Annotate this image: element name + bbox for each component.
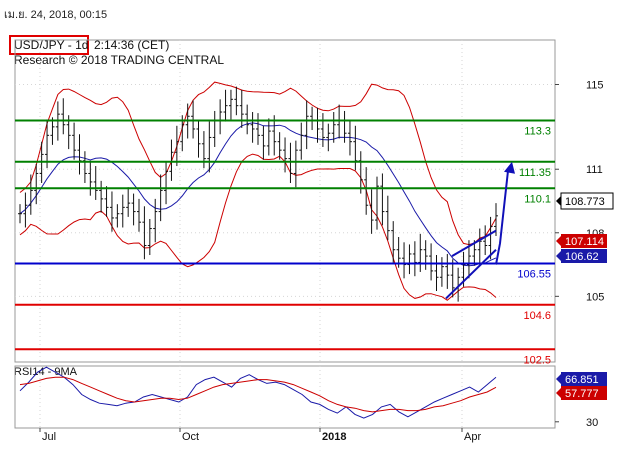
y-tick-label: 105	[586, 291, 604, 303]
price-tag-box	[560, 192, 614, 210]
rsi-panel-frame	[14, 365, 556, 429]
x-tick-label: Jul	[42, 431, 56, 443]
rsi-y-tick-label: 30	[586, 417, 598, 429]
level-label: 102.5	[523, 354, 551, 366]
price-tag-pointer	[556, 235, 562, 247]
rsi-tag-value: 57.777	[565, 388, 599, 400]
projection-arrow-line	[495, 170, 509, 265]
level-label: 113.3	[524, 126, 551, 138]
price-panel-frame	[14, 39, 556, 363]
trend-resistance-line	[451, 229, 497, 257]
x-tick-label: Oct	[182, 431, 199, 443]
x-tick-label: Apr	[464, 431, 481, 443]
level-label: 106.55	[517, 268, 551, 280]
bollinger-lower	[19, 153, 497, 301]
y-tick-label: 111	[586, 164, 603, 176]
clock-label: 2:14:36 (CET)	[94, 38, 170, 52]
bollinger-upper	[19, 81, 497, 246]
timestamp: เม.ย. 24, 2018, 00:15	[4, 9, 108, 21]
price-tag-value: 106.62	[565, 251, 599, 263]
projection-arrow-head	[504, 161, 515, 174]
price-tag-value: 108.773	[565, 196, 605, 208]
trend-support-line	[445, 249, 497, 300]
symbol-label[interactable]: USD/JPY - 1d	[14, 38, 89, 52]
rsi-tag-pointer	[556, 373, 562, 385]
level-label: 104.6	[523, 310, 551, 322]
symbol-highlight-box	[9, 35, 89, 55]
price-tag-box	[561, 249, 607, 263]
rsi-tag-pointer	[556, 387, 562, 399]
rsi-tag-box	[561, 372, 607, 386]
price-tag-box	[561, 234, 607, 248]
rsi-ma-line	[19, 376, 497, 413]
rsi-tag-box	[561, 386, 607, 400]
copyright-label: Research © 2018 TRADING CENTRAL	[14, 53, 225, 67]
rsi-tag-value: 66.851	[565, 374, 599, 386]
level-label: 110.1	[524, 193, 551, 205]
x-tick-label: 2018	[322, 431, 346, 443]
level-label: 111.35	[519, 167, 551, 179]
price-tag-pointer	[556, 250, 562, 262]
y-tick-label: 115	[586, 79, 604, 91]
price-tag-value: 107.114	[565, 236, 604, 248]
rsi-line	[19, 366, 497, 419]
